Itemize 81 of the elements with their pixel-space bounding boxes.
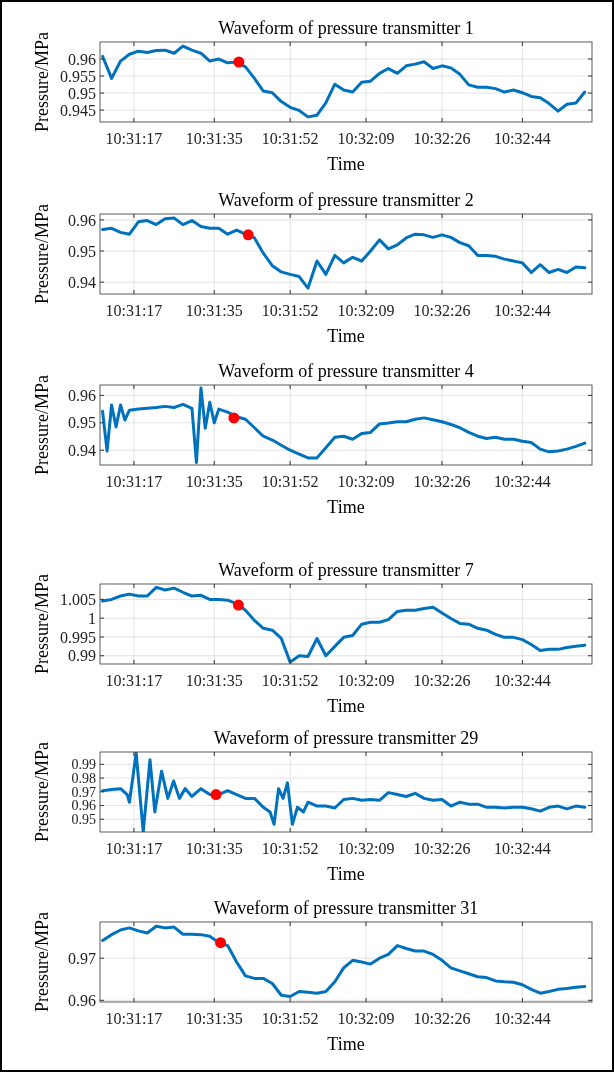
x-tick-label: 10:32:26 [413, 130, 471, 147]
y-axis-title: Pressure/MPa [32, 574, 52, 674]
x-tick-label: 10:32:26 [413, 1010, 471, 1027]
x-tick-label: 10:32:09 [337, 473, 395, 490]
y-tick-label: 1.005 [60, 591, 96, 608]
y-tick-label: 0.955 [60, 67, 96, 85]
line-series [101, 44, 587, 119]
x-tick-label: 10:32:44 [493, 1010, 551, 1027]
x-axis-title: Time [327, 1034, 365, 1054]
chart-title: Waveform of pressure transmitter 2 [218, 190, 474, 210]
chart-title: Waveform of pressure transmitter 1 [218, 18, 474, 38]
y-tick-label: 0.99 [68, 647, 96, 665]
x-axis-title: Time [327, 326, 365, 346]
line-series [101, 752, 587, 832]
x-tick-label: 10:32:44 [493, 130, 551, 147]
x-tick-label: 10:32:09 [337, 840, 395, 857]
x-tick-label: 10:31:17 [105, 840, 163, 857]
x-tick-label: 10:31:52 [261, 840, 319, 857]
x-axis-title: Time [327, 154, 365, 174]
x-tick-label: 10:32:44 [493, 473, 551, 490]
x-axis-title: Time [327, 696, 365, 716]
x-tick-label: 10:31:52 [261, 672, 319, 689]
y-tick-label: 0.96 [68, 211, 96, 229]
x-tick-label: 10:32:26 [413, 840, 471, 857]
x-tick-label: 10:31:17 [105, 130, 163, 147]
chart-title: Waveform of pressure transmitter 29 [213, 728, 479, 748]
y-axis-title: Pressure/MPa [32, 912, 52, 1012]
y-tick-label: 0.94 [68, 441, 96, 459]
x-tick-label: 10:32:44 [493, 840, 551, 857]
x-tick-label: 10:31:35 [185, 130, 243, 147]
x-tick-label: 10:32:26 [413, 672, 471, 689]
line-series [101, 386, 587, 465]
y-tick-label: 0.98 [71, 770, 96, 786]
x-tick-label: 10:31:17 [105, 672, 163, 689]
x-tick-label: 10:32:09 [337, 302, 395, 319]
x-tick-label: 10:31:35 [185, 302, 243, 319]
y-tick-label: 0.95 [68, 84, 96, 102]
y-tick-label: 0.97 [71, 784, 96, 800]
y-tick-label: 0.95 [68, 242, 96, 260]
y-tick-label: 0.95 [68, 414, 96, 432]
y-axis-title: Pressure/MPa [32, 742, 52, 842]
x-tick-label: 10:32:44 [493, 302, 551, 319]
y-tick-label: 0.96 [68, 991, 96, 1009]
x-tick-label: 10:31:35 [185, 1010, 243, 1027]
x-tick-label: 10:31:52 [261, 1010, 319, 1027]
x-tick-label: 10:32:26 [413, 302, 471, 319]
chart-title: Waveform of pressure transmitter 31 [213, 898, 479, 918]
x-tick-label: 10:31:17 [105, 1010, 163, 1027]
y-axis-title: Pressure/MPa [32, 32, 52, 132]
chart-title: Waveform of pressure transmitter 4 [218, 361, 474, 381]
y-tick-label: 0.94 [68, 273, 96, 291]
x-tick-label: 10:32:09 [337, 130, 395, 147]
x-tick-label: 10:31:35 [185, 473, 243, 490]
line-series [101, 924, 587, 999]
line-series [101, 216, 587, 290]
x-axis-title: Time [327, 864, 365, 884]
x-tick-label: 10:32:26 [413, 473, 471, 490]
x-tick-label: 10:32:44 [493, 672, 551, 689]
y-tick-label: 0.995 [60, 628, 96, 646]
y-tick-label: 1 [88, 609, 96, 627]
y-tick-label: 0.96 [68, 387, 96, 405]
x-tick-label: 10:32:09 [337, 672, 395, 689]
y-tick-label: 0.95 [71, 812, 96, 828]
y-axis-title: Pressure/MPa [32, 204, 52, 304]
x-tick-label: 10:31:52 [261, 130, 319, 147]
x-tick-label: 10:31:52 [261, 473, 319, 490]
y-tick-label: 0.96 [71, 798, 96, 814]
line-series [101, 585, 587, 664]
x-tick-label: 10:31:52 [261, 302, 319, 319]
x-tick-label: 10:31:17 [105, 302, 163, 319]
x-tick-label: 10:31:17 [105, 473, 163, 490]
y-axis-title: Pressure/MPa [32, 375, 52, 475]
x-tick-label: 10:32:09 [337, 1010, 395, 1027]
y-tick-label: 0.99 [71, 757, 96, 773]
y-tick-label: 0.96 [68, 50, 96, 68]
x-tick-label: 10:31:35 [185, 672, 243, 689]
x-axis-title: Time [327, 497, 365, 517]
y-tick-label: 0.97 [68, 949, 96, 967]
chart-title: Waveform of pressure transmitter 7 [218, 560, 474, 580]
y-tick-label: 0.945 [60, 101, 96, 119]
x-tick-label: 10:31:35 [185, 840, 243, 857]
